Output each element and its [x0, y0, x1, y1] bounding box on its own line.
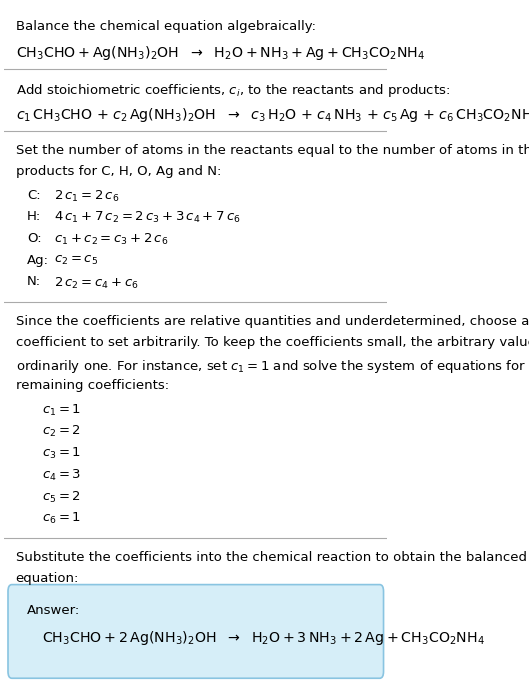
Text: $4\,c_1 + 7\,c_2 = 2\,c_3 + 3\,c_4 + 7\,c_6$: $4\,c_1 + 7\,c_2 = 2\,c_3 + 3\,c_4 + 7\,…: [54, 210, 241, 225]
Text: N:: N:: [27, 275, 41, 289]
Text: $c_3 = 1$: $c_3 = 1$: [42, 446, 81, 461]
Text: $2\,c_1 = 2\,c_6$: $2\,c_1 = 2\,c_6$: [54, 188, 120, 203]
Text: $c_6 = 1$: $c_6 = 1$: [42, 511, 81, 526]
Text: $\mathsf{CH_3CHO + Ag(NH_3)_2OH}$  $\rightarrow$  $\mathsf{H_2O + NH_3 + Ag + CH: $\mathsf{CH_3CHO + Ag(NH_3)_2OH}$ $\righ…: [16, 45, 425, 63]
Text: Ag:: Ag:: [27, 254, 49, 267]
Text: $c_2 = 2$: $c_2 = 2$: [42, 425, 81, 440]
Text: remaining coefficients:: remaining coefficients:: [16, 379, 169, 392]
Text: ordinarily one. For instance, set $c_1 = 1$ and solve the system of equations fo: ordinarily one. For instance, set $c_1 =…: [16, 358, 529, 374]
Text: products for C, H, O, Ag and N:: products for C, H, O, Ag and N:: [16, 165, 221, 178]
Text: $c_4 = 3$: $c_4 = 3$: [42, 468, 81, 483]
Text: $c_1 + c_2 = c_3 + 2\,c_6$: $c_1 + c_2 = c_3 + 2\,c_6$: [54, 232, 169, 247]
Text: $c_1\,\mathsf{CH_3CHO}$ + $c_2\,\mathsf{Ag(NH_3)_2OH}$  $\rightarrow$  $c_3\,\ma: $c_1\,\mathsf{CH_3CHO}$ + $c_2\,\mathsf{…: [16, 106, 529, 124]
Text: $c_5 = 2$: $c_5 = 2$: [42, 490, 81, 505]
Text: coefficient to set arbitrarily. To keep the coefficients small, the arbitrary va: coefficient to set arbitrarily. To keep …: [16, 337, 529, 350]
Text: Set the number of atoms in the reactants equal to the number of atoms in the: Set the number of atoms in the reactants…: [16, 144, 529, 157]
Text: Answer:: Answer:: [27, 604, 80, 617]
Text: O:: O:: [27, 232, 42, 245]
Text: H:: H:: [27, 210, 41, 223]
Text: $c_2 = c_5$: $c_2 = c_5$: [54, 254, 98, 267]
FancyBboxPatch shape: [8, 585, 384, 678]
Text: C:: C:: [27, 188, 41, 201]
Text: $\mathsf{CH_3CHO + 2\,Ag(NH_3)_2OH}$  $\rightarrow$  $\mathsf{H_2O + 3\,NH_3 + 2: $\mathsf{CH_3CHO + 2\,Ag(NH_3)_2OH}$ $\r…: [42, 629, 486, 647]
Text: $2\,c_2 = c_4 + c_6$: $2\,c_2 = c_4 + c_6$: [54, 275, 139, 291]
Text: $c_1 = 1$: $c_1 = 1$: [42, 403, 81, 418]
Text: Balance the chemical equation algebraically:: Balance the chemical equation algebraica…: [16, 20, 316, 33]
Text: Add stoichiometric coefficients, $c_i$, to the reactants and products:: Add stoichiometric coefficients, $c_i$, …: [16, 82, 450, 99]
Text: Since the coefficients are relative quantities and underdetermined, choose a: Since the coefficients are relative quan…: [16, 315, 529, 328]
Text: equation:: equation:: [16, 572, 79, 585]
Text: Substitute the coefficients into the chemical reaction to obtain the balanced: Substitute the coefficients into the che…: [16, 551, 527, 564]
